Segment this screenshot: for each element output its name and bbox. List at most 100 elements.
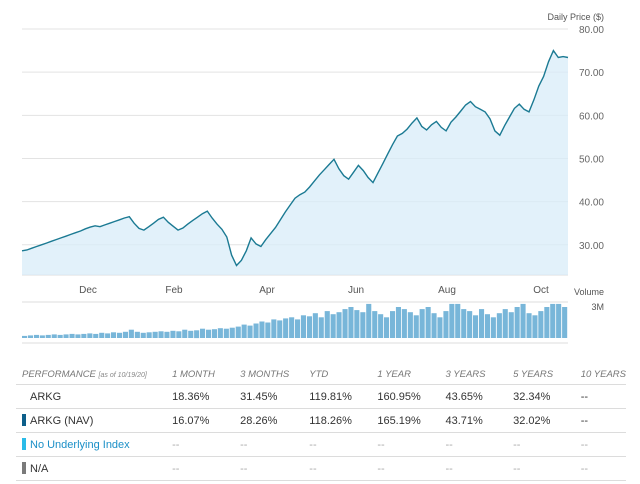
volume-bar: [425, 307, 431, 338]
row-label: No Underlying Index: [16, 432, 167, 457]
volume-bar: [206, 329, 212, 338]
volume-bar: [265, 322, 271, 338]
as-of-date: [as of 10/19/20]: [98, 371, 147, 379]
y-tick-label: 60.00: [579, 111, 604, 122]
volume-bar: [490, 317, 496, 338]
index-link[interactable]: No Underlying Index: [30, 439, 130, 451]
volume-bar: [348, 307, 354, 338]
performance-header-title: PERFORMANCE [as of 10/19/20]: [16, 364, 167, 385]
volume-bar: [259, 321, 265, 338]
volume-bar: [51, 334, 57, 338]
volume-bar: [229, 327, 235, 338]
cell: --: [234, 456, 304, 481]
x-tick-label: Dec: [79, 285, 97, 296]
volume-bar: [277, 320, 283, 338]
cell: --: [507, 432, 575, 457]
volume-bar: [538, 311, 544, 338]
volume-bar: [247, 325, 253, 338]
cell: 16.07%: [166, 408, 235, 433]
cell: 18.36%: [166, 384, 235, 409]
col-header: 1 YEAR: [371, 364, 440, 385]
cell: --: [303, 432, 372, 457]
col-header: 3 YEARS: [439, 364, 508, 385]
row-label: ARKG (NAV): [16, 408, 167, 433]
price-volume-chart[interactable]: 30.00 40.00 50.00 60.00 70.00 80.00 Daily Pri…: [0, 0, 640, 364]
volume-bars: [22, 303, 568, 339]
volume-bar: [449, 303, 455, 338]
cell: --: [507, 456, 575, 481]
volume-bar: [484, 314, 490, 338]
x-tick-label: Feb: [165, 285, 183, 296]
y-tick-label: 30.00: [579, 241, 604, 252]
volume-bar: [200, 328, 206, 338]
x-tick-label: Aug: [438, 285, 456, 296]
cell: 160.95%: [371, 384, 440, 409]
x-tick-label: Oct: [533, 285, 549, 296]
volume-bar: [544, 307, 550, 338]
volume-bar: [223, 328, 229, 338]
price-line[interactable]: [21, 49, 569, 267]
date-axis-ticks: Dec Feb Apr Jun Aug Oct: [79, 285, 549, 296]
volume-bar: [111, 332, 117, 338]
cell: --: [166, 456, 235, 481]
volume-bar: [27, 335, 33, 338]
volume-bar: [324, 311, 330, 338]
cell: 165.19%: [371, 408, 440, 433]
cell: --: [166, 432, 235, 457]
volume-bar: [520, 303, 526, 338]
volume-bar: [496, 313, 502, 338]
volume-bar: [312, 313, 318, 338]
volume-bar: [45, 334, 51, 338]
volume-bar: [152, 331, 158, 338]
volume-bar: [93, 333, 99, 338]
volume-bar: [508, 312, 514, 338]
volume-bar: [532, 315, 538, 338]
volume-bar: [182, 329, 188, 338]
volume-bar: [140, 332, 146, 338]
y-tick-label: 50.00: [579, 154, 604, 165]
row-label: ARKG: [16, 384, 167, 409]
cell: --: [574, 384, 626, 409]
performance-table: PERFORMANCE [as of 10/19/20] 1 MONTH 3 M…: [16, 364, 626, 481]
y-tick-label: 40.00: [579, 198, 604, 209]
row-name: ARKG: [30, 391, 62, 403]
volume-bar: [33, 334, 39, 338]
volume-bar: [562, 307, 568, 338]
volume-bar: [235, 326, 241, 338]
volume-bar: [87, 333, 93, 338]
volume-bar: [158, 331, 164, 338]
volume-bar: [253, 323, 259, 338]
volume-bar: [467, 311, 473, 338]
table-row: No Underlying Index -- -- -- -- -- -- --: [16, 432, 626, 457]
volume-bar: [407, 312, 413, 338]
cell: --: [439, 456, 508, 481]
volume-axis-title: Volume: [574, 287, 604, 297]
volume-bar: [188, 330, 194, 338]
volume-axis-tick: 3M: [591, 302, 604, 312]
volume-bar: [443, 311, 449, 338]
volume-bar: [479, 309, 485, 338]
cell: --: [371, 456, 440, 481]
volume-bar: [289, 317, 295, 338]
volume-bar: [99, 332, 105, 338]
col-header: YTD: [303, 364, 372, 385]
series-marker: [22, 438, 26, 450]
cell: --: [574, 408, 626, 433]
cell: 28.26%: [234, 408, 304, 433]
volume-bar: [117, 332, 123, 338]
volume-bar: [390, 311, 396, 338]
volume-bar: [241, 324, 247, 338]
cell: --: [371, 432, 440, 457]
x-tick-label: Apr: [259, 285, 275, 296]
volume-bar: [431, 313, 437, 338]
cell: 32.34%: [507, 384, 575, 409]
cell: --: [439, 432, 508, 457]
x-tick-label: Jun: [348, 285, 364, 296]
col-header: 3 MONTHS: [234, 364, 304, 385]
volume-bar: [354, 310, 360, 338]
volume-bar: [401, 309, 407, 338]
volume-bar: [366, 303, 372, 338]
volume-bar: [39, 335, 45, 338]
volume-bar: [336, 312, 342, 338]
y-tick-label: 70.00: [579, 68, 604, 79]
